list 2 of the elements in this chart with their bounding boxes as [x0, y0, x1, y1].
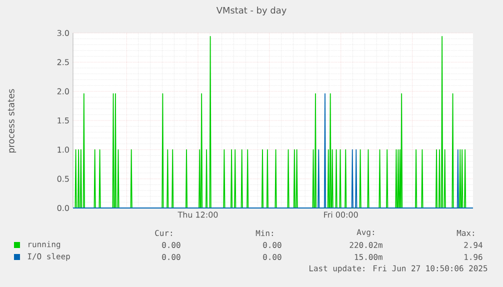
y-axis-title: process states: [8, 89, 16, 153]
chart-title: VMstat - by day: [216, 6, 286, 16]
